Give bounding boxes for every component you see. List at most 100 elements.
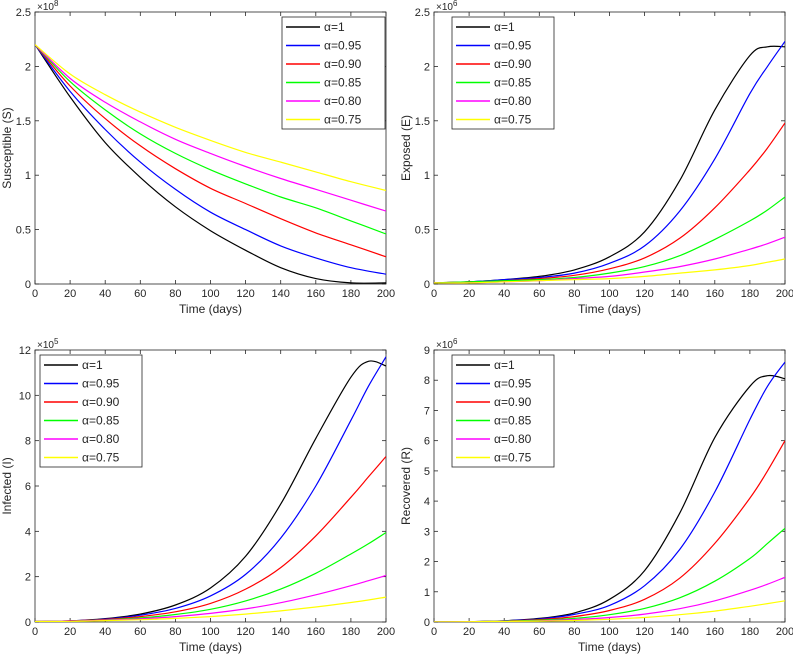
- y-axis-label: Infected (I): [0, 457, 14, 514]
- x-tick-label: 100: [600, 626, 618, 638]
- series-line-3: [35, 44, 386, 235]
- y-tick-label: 2: [25, 61, 31, 73]
- axis-exponent-label: ×105: [37, 337, 59, 351]
- legend-entry: α=0.85: [494, 414, 532, 428]
- axis-exponent-power: 6: [453, 0, 458, 8]
- axis-exponent-power: 6: [453, 337, 458, 346]
- x-tick-label: 60: [533, 626, 545, 638]
- x-tick-label: 0: [32, 626, 38, 638]
- legend-entry: α=0.95: [494, 377, 532, 391]
- x-tick-label: 80: [568, 288, 580, 300]
- axis-exponent-base: ×10: [37, 340, 54, 351]
- series-line-4: [35, 44, 386, 212]
- legend-entry: α=0.90: [82, 395, 120, 409]
- y-tick-label: 2: [424, 61, 430, 73]
- chart-panel-1: 0 20 40 60 80 100 120 140 160 180 200 0 0.5 1 1.5 2 2.5 T…: [399, 0, 793, 316]
- legend-entry: α=0.80: [494, 432, 532, 446]
- x-tick-label: 160: [706, 626, 724, 638]
- x-tick-label: 160: [706, 288, 724, 300]
- x-axis-label: Time (days): [578, 640, 641, 654]
- legend-box: [281, 16, 386, 130]
- y-tick-label: 1: [424, 170, 430, 182]
- legend-entry: α=1: [82, 358, 103, 372]
- x-tick-label: 120: [236, 626, 254, 638]
- y-tick-label: 0: [25, 279, 31, 291]
- y-tick-label: 2.5: [16, 7, 31, 19]
- y-tick-label: 4: [424, 496, 430, 508]
- x-tick-label: 60: [533, 288, 545, 300]
- legend-entry: α=0.90: [494, 57, 532, 71]
- x-tick-label: 80: [169, 288, 181, 300]
- legend: α=1 α=0.95 α=0.90 α=0.85 α=0.80 α=0.75: [451, 16, 555, 130]
- x-tick-label: 200: [776, 626, 793, 638]
- y-axis-label: Recovered (R): [399, 447, 413, 525]
- x-tick-label: 140: [272, 288, 290, 300]
- y-axis-label: Exposed (E): [399, 115, 413, 181]
- y-tick-label: 0: [424, 617, 430, 629]
- axis-exponent-base: ×10: [436, 2, 453, 13]
- x-tick-label: 140: [671, 626, 689, 638]
- x-tick-label: 80: [169, 626, 181, 638]
- x-tick-label: 200: [776, 288, 793, 300]
- x-tick-label: 80: [568, 626, 580, 638]
- legend-box: [451, 354, 555, 468]
- x-tick-label: 20: [64, 288, 76, 300]
- y-tick-label: 3: [424, 526, 430, 538]
- x-tick-label: 0: [431, 626, 437, 638]
- legend-entry: α=1: [494, 358, 515, 372]
- x-tick-label: 140: [671, 288, 689, 300]
- y-tick-label: 5: [424, 466, 430, 478]
- x-tick-label: 200: [377, 288, 395, 300]
- y-tick-label: 4: [25, 526, 31, 538]
- y-tick-label: 0.5: [415, 225, 430, 237]
- legend-entry: α=0.80: [82, 432, 120, 446]
- y-tick-label: 7: [424, 405, 430, 417]
- legend-entry: α=0.75: [494, 451, 532, 465]
- y-axis-label: Susceptible (S): [0, 107, 14, 188]
- axis-exponent-power: 5: [54, 337, 59, 346]
- series-line-0: [35, 44, 386, 284]
- x-tick-label: 180: [342, 288, 360, 300]
- legend-entry: α=0.95: [324, 39, 362, 53]
- y-tick-label: 8: [25, 436, 31, 448]
- y-tick-label: 8: [424, 375, 430, 387]
- x-tick-label: 180: [342, 626, 360, 638]
- x-axis-label: Time (days): [179, 302, 242, 316]
- series-line-2: [35, 44, 386, 258]
- series-line-5: [434, 258, 785, 284]
- y-tick-label: 2.5: [415, 7, 430, 19]
- legend-entry: α=0.75: [324, 113, 362, 127]
- legend-entry: α=0.85: [324, 76, 362, 90]
- x-tick-label: 120: [635, 626, 653, 638]
- legend-entry: α=0.75: [82, 451, 120, 465]
- y-tick-label: 1.5: [16, 116, 31, 128]
- axis-exponent-label: ×106: [436, 0, 458, 13]
- y-tick-label: 10: [19, 390, 31, 402]
- y-tick-label: 1.5: [415, 116, 430, 128]
- y-tick-label: 9: [424, 345, 430, 357]
- y-tick-label: 6: [25, 481, 31, 493]
- x-tick-label: 20: [64, 626, 76, 638]
- x-axis-label: Time (days): [578, 302, 641, 316]
- y-tick-label: 2: [25, 572, 31, 584]
- legend-entry: α=0.80: [324, 94, 362, 108]
- y-tick-label: 6: [424, 436, 430, 448]
- x-tick-label: 120: [236, 288, 254, 300]
- legend: α=1 α=0.95 α=0.90 α=0.85 α=0.80 α=0.75: [39, 354, 143, 468]
- x-tick-label: 20: [463, 288, 475, 300]
- x-tick-label: 40: [498, 626, 510, 638]
- legend-box: [451, 16, 555, 130]
- legend-box: [39, 354, 143, 468]
- x-tick-label: 0: [431, 288, 437, 300]
- x-tick-label: 140: [272, 626, 290, 638]
- y-tick-label: 0.5: [16, 225, 31, 237]
- x-tick-label: 100: [201, 626, 219, 638]
- x-tick-label: 160: [307, 626, 325, 638]
- x-tick-label: 40: [498, 288, 510, 300]
- axis-exponent-base: ×10: [37, 2, 54, 13]
- legend-entry: α=1: [494, 20, 515, 34]
- y-tick-label: 12: [19, 345, 31, 357]
- axis-exponent-label: ×106: [436, 337, 458, 351]
- x-tick-label: 200: [377, 626, 395, 638]
